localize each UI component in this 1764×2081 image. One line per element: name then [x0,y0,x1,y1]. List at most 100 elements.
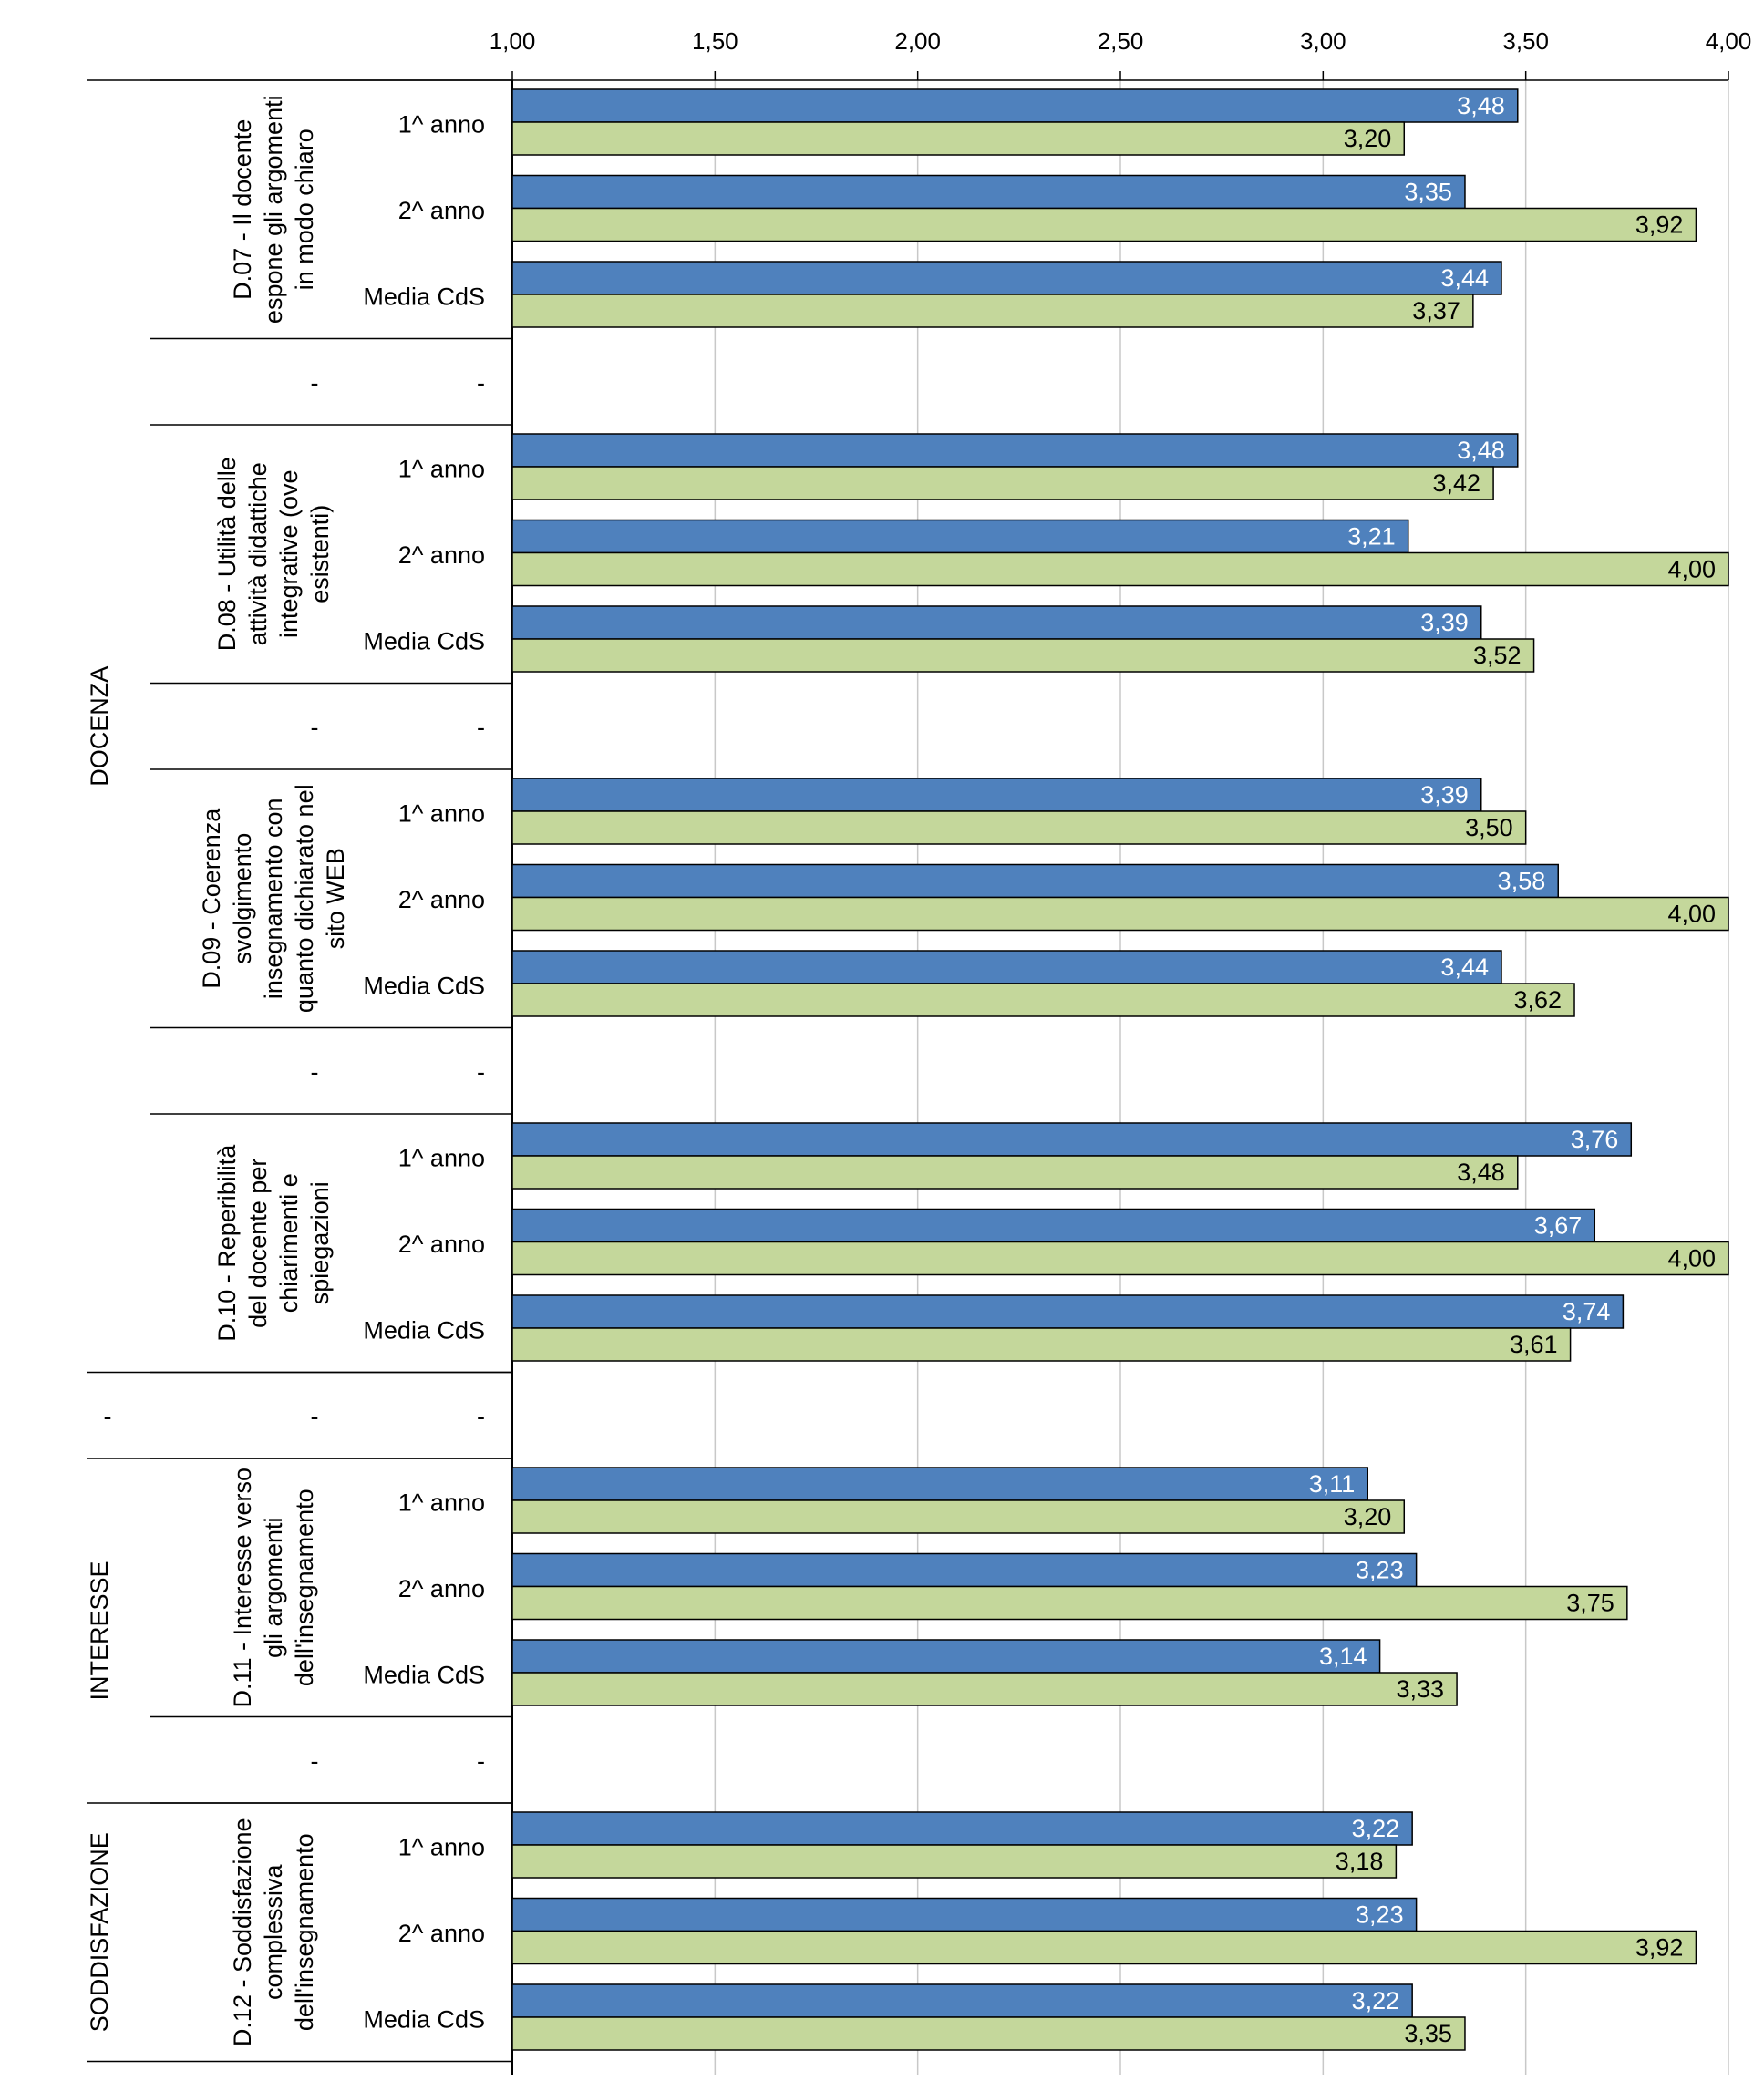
question-label: D.10 - Reperibilità del docente per chiari… [213,1144,334,1342]
question-label-line: in modo chiaro [291,129,318,290]
bar-series-a [511,1811,1413,1846]
data-label-series-a: 3,74 [1563,1298,1611,1325]
data-label-series-a: 3,14 [1319,1643,1367,1670]
data-label-series-a: 3,35 [1404,179,1452,206]
bar-series-a [511,1983,1413,2018]
data-label-series-a: 3,76 [1571,1126,1619,1153]
data-label-series-b: 3,92 [1635,1934,1684,1962]
question-label: D.09 - Coerenza svolgimento insegnamento c… [198,784,349,1013]
bar-series-b [511,638,1535,673]
bar-series-a [511,950,1502,984]
row-label: 1^ anno [398,1489,485,1516]
question-placeholder-label: - [311,1058,319,1086]
row-label: - [477,1058,485,1086]
bar-series-b [511,1585,1628,1621]
row-label: 1^ anno [398,455,485,482]
bar-series-a [511,605,1482,640]
data-label-series-b: 3,52 [1473,642,1522,669]
question-label-line: sito WEB [322,848,349,949]
question-label: D.07 - Il docente espone gli argomenti in … [229,95,318,324]
row-label: - [477,714,485,741]
bar-series-b [511,207,1697,242]
row-label: - [477,369,485,397]
question-label: D.11 - Interesse verso gli argomenti dell'… [229,1468,318,1708]
data-label-series-b: 4,00 [1667,901,1716,928]
question-label: D.12 - Soddisfazione complessiva dell'inse… [229,1818,318,2046]
bar-series-a [511,1208,1596,1243]
question-placeholder-label: - [311,1747,319,1775]
data-label-series-a: 3,22 [1352,1815,1400,1842]
row-label: Media CdS [363,972,485,999]
bar-series-a [511,88,1519,123]
group-label: DOCENZA [86,666,113,787]
bar-series-b [511,1844,1398,1879]
bar-series-a [511,519,1409,554]
data-label-series-a: 3,39 [1420,609,1469,636]
row-label: 1^ anno [398,799,485,827]
group-label: INTERESSE [86,1561,113,1700]
bar-series-a [511,1552,1418,1588]
data-label-series-a: 3,11 [1309,1470,1356,1498]
bar-series-b [511,1672,1458,1706]
data-label-series-b: 3,42 [1433,469,1481,497]
bar-series-b [511,466,1494,500]
x-tick-label: 3,00 [1300,27,1346,55]
data-label-series-a: 3,23 [1356,1557,1404,1584]
question-label-line: quanto dichiarato nel [291,784,318,1013]
data-label-series-b: 3,50 [1465,814,1513,841]
question-label-line: spiegazioni [306,1181,334,1304]
question-label-line: attività didattiche [244,462,272,645]
row-label: Media CdS [363,627,485,654]
question-label: D.08 - Utilità delle attività didattiche i… [213,457,334,651]
bar-series-b [511,1241,1729,1276]
bar-series-a [511,174,1466,210]
question-label-line: D.09 - Coerenza [198,808,225,989]
bar-series-a [511,1897,1418,1932]
question-label-line: gli argomenti [260,1517,287,1658]
data-label-series-b: 3,35 [1404,2020,1452,2047]
question-label-line: dell'insegnamento [291,1833,318,2031]
data-label-series-a: 3,48 [1457,437,1505,464]
bar-series-b [511,551,1729,587]
row-label: Media CdS [363,1661,485,1688]
bar-series-b [511,896,1729,932]
row-label: - [477,1747,485,1775]
bar-series-a [511,1122,1633,1157]
question-label-line: D.07 - Il docente [229,119,256,300]
question-label-line: D.11 - Interesse verso [229,1468,256,1708]
row-label: 2^ anno [398,541,485,569]
data-label-series-b: 3,75 [1566,1590,1614,1617]
bar-series-a [511,433,1519,468]
bar-series-b [511,2016,1466,2051]
data-label-series-b: 3,92 [1635,211,1684,239]
question-label-line: espone gli argomenti [260,95,287,324]
question-label-line: complessiva [260,1863,287,2000]
bar-series-a [511,261,1502,295]
bar-series-b [511,1327,1572,1362]
data-label-series-a: 3,44 [1440,953,1489,981]
bar-series-b [511,810,1527,845]
bar-series-a [511,863,1559,899]
x-tick-label: 4,00 [1706,27,1752,55]
bar-series-a [511,778,1482,812]
x-tick-label: 1,00 [490,27,536,55]
question-label-line: svolgimento [229,833,256,964]
data-label-series-a: 3,39 [1420,781,1469,809]
question-label-line: chiarimenti e [275,1173,303,1313]
data-label-series-b: 3,18 [1336,1848,1384,1875]
bar-series-a [511,1294,1625,1329]
x-tick-label: 2,00 [894,27,941,55]
data-label-series-a: 3,22 [1352,1987,1400,2014]
data-label-series-a: 3,44 [1440,264,1489,292]
row-label: Media CdS [363,283,485,310]
question-placeholder-label: - [311,369,319,397]
data-label-series-b: 3,33 [1397,1675,1445,1703]
x-tick-label: 2,50 [1098,27,1144,55]
row-label: - [477,1403,485,1430]
data-label-series-a: 3,67 [1534,1212,1583,1240]
row-label: Media CdS [363,1316,485,1344]
question-label-line: insegnamento con [260,798,287,999]
bar-series-a [511,1639,1381,1674]
